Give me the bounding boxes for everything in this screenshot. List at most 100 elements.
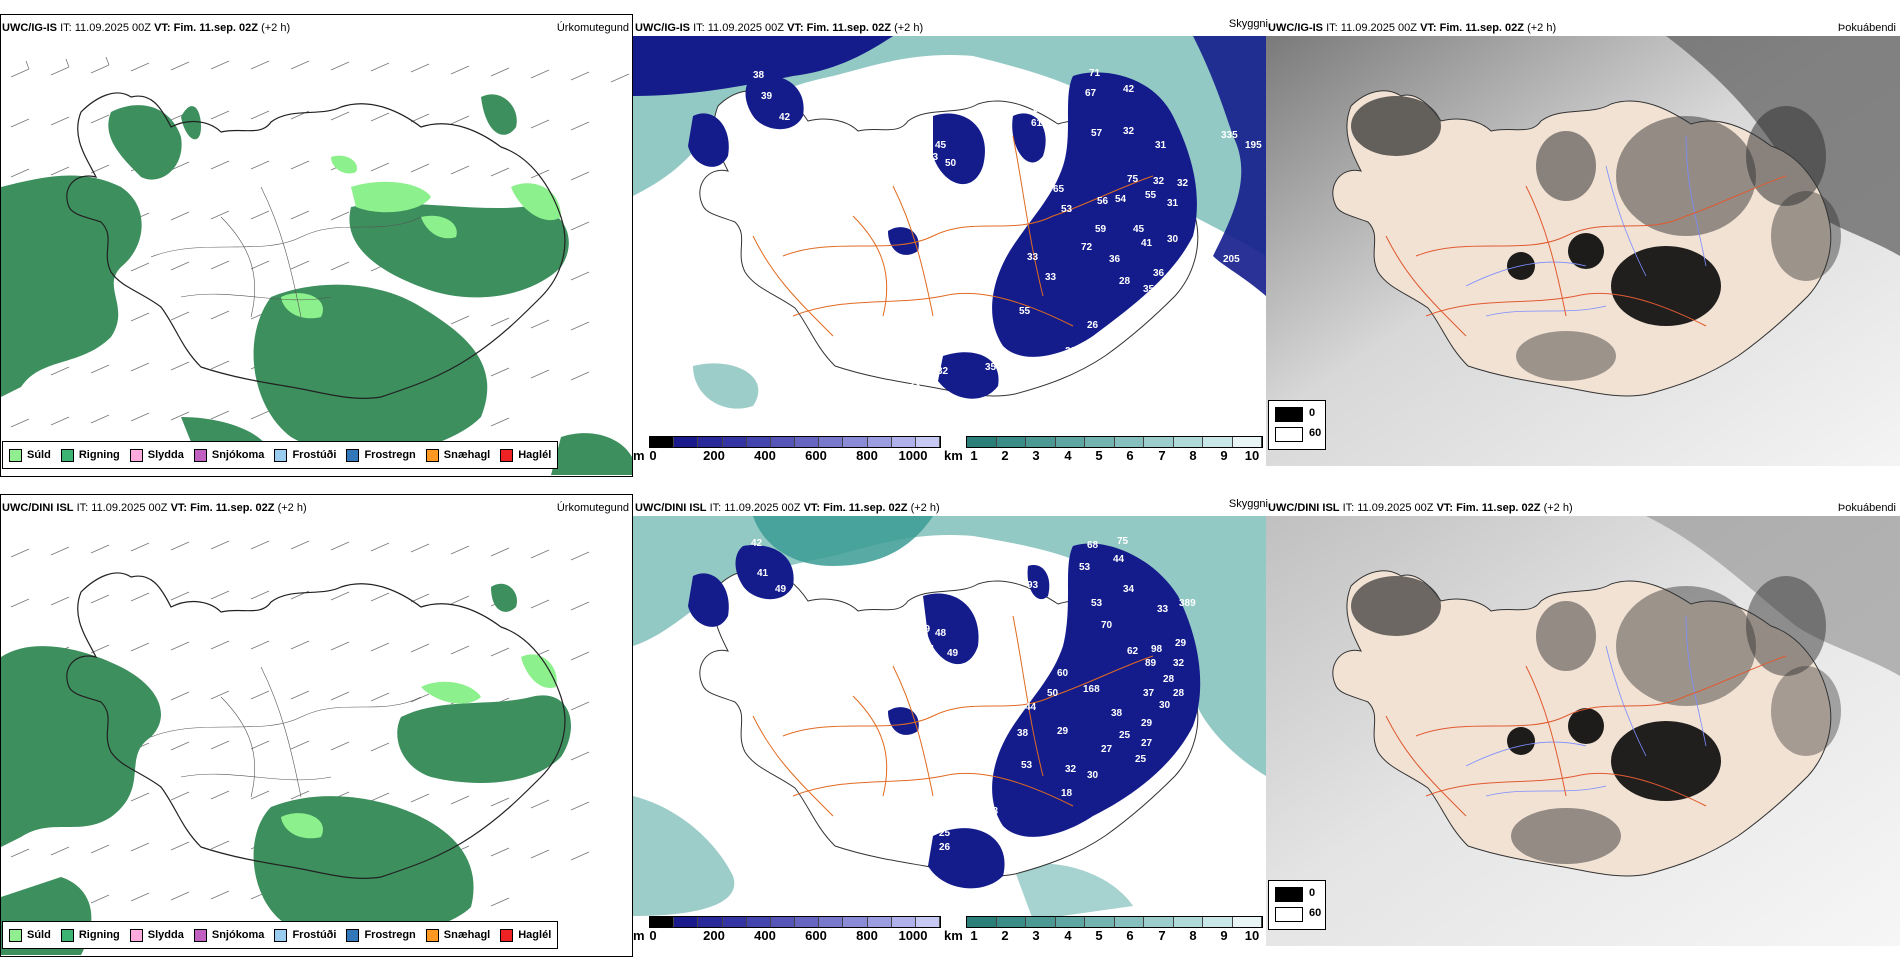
legend-swatch (500, 928, 514, 942)
lead-time: (+2 h) (261, 22, 291, 34)
peak-label: 389 (1179, 598, 1196, 609)
init-label: IT: (1342, 502, 1355, 514)
legend-swatch (129, 448, 143, 462)
peak-label: 67 (1085, 88, 1097, 99)
precip-map[interactable] (1, 37, 632, 475)
fog-shading (1351, 96, 1841, 381)
peak-label: 89 (1145, 658, 1157, 669)
height-tick: 400 (754, 448, 776, 463)
visibility-tick: 2 (1001, 928, 1009, 943)
height-tick: 0 (649, 928, 657, 943)
height-tick: 1000 (898, 448, 928, 463)
peak-label: 58 (1005, 198, 1017, 209)
iceland-outline (66, 92, 566, 399)
peak-label: 32 (1153, 176, 1165, 187)
peak-label: 49 (919, 624, 931, 635)
lead-time: (+2 h) (1543, 502, 1573, 514)
peak-label: 72 (1081, 242, 1093, 253)
valid-label: VT: (803, 502, 821, 514)
valid-label: VT: (170, 502, 188, 514)
valid-time: Fim. 11.sep. 02Z (823, 502, 908, 514)
peak-label: 29 (1057, 726, 1069, 737)
height-colorbar-strip (649, 916, 941, 928)
legend-label: Rigning (78, 929, 120, 941)
peak-label: 39 (761, 91, 773, 102)
fog-shading (1351, 576, 1841, 864)
height-tick: 600 (805, 928, 827, 943)
peak-label: 53 (1091, 598, 1103, 609)
peak-label: 32 (1177, 178, 1189, 189)
legend-label: Snæhagl (443, 449, 491, 461)
legend-label: Súld (27, 929, 51, 941)
valid-time: Fim. 11.sep. 02Z (1456, 502, 1541, 514)
peak-label: 54 (1115, 194, 1127, 205)
peak-label: 35 (1161, 286, 1173, 297)
peak-label: 20 (1065, 346, 1077, 357)
fog-panel-header: UWC/DINI ISL IT: 11.09.2025 00Z VT: Fim.… (1268, 502, 1573, 514)
visibility-tick: 9 (1220, 448, 1228, 463)
model-name: UWC/IG-IS (635, 22, 690, 34)
precip-map[interactable] (1, 517, 632, 955)
visibility-unit: km (944, 448, 963, 463)
peak-label: 42 (1123, 84, 1135, 95)
init-time: 11.09.2025 00Z (1340, 22, 1417, 34)
lead-time: (+2 h) (1527, 22, 1557, 34)
fog-legend-label: 60 (1309, 427, 1322, 439)
visibility-tick: 6 (1126, 928, 1134, 943)
precip-legend: Súld Rigning Slydda Snjókoma Frostúði Fr… (2, 441, 559, 469)
height-unit: m (633, 928, 645, 943)
legend-swatch (274, 928, 288, 942)
peak-label: 49 (939, 178, 951, 189)
peak-label: 38 (1017, 728, 1029, 739)
init-label: IT: (60, 22, 72, 34)
peak-label: 55 (1145, 190, 1157, 201)
legend-item-hail: Haglél (500, 928, 551, 942)
road-lines (150, 186, 422, 318)
road-network (1385, 655, 1787, 817)
legend-label: Slydda (147, 929, 184, 941)
height-tick: 0 (649, 448, 657, 463)
valid-label: VT: (1436, 502, 1454, 514)
height-tick: 800 (856, 448, 878, 463)
peak-label: 30 (1159, 700, 1171, 711)
visibility-tick: 8 (1189, 448, 1197, 463)
legend-item-freezing-rain: Frostregn (346, 928, 416, 942)
peak-label: 31 (1167, 198, 1179, 209)
peak-label: 195 (1245, 140, 1262, 151)
legend-swatch (129, 928, 143, 942)
fog-legend: 0 60 (1268, 880, 1326, 930)
peak-label: 93 (1027, 580, 1039, 591)
visibility-map[interactable]: 42 41 49 73 49 48 54 49 93 68 75 44 53 3… (633, 516, 1266, 920)
fog-map[interactable] (1266, 516, 1900, 946)
peak-label: 45 (1133, 224, 1145, 235)
visibility-tick: 7 (1158, 448, 1166, 463)
peak-label: 98 (1151, 644, 1163, 655)
visibility-map[interactable]: 38 39 42 61 60 45 43 50 49 50 58 68 61 7… (633, 36, 1266, 440)
legend-label: Snjókoma (211, 449, 265, 461)
legend-item-freezing-drizzle: Frostúði (274, 928, 336, 942)
peak-label: 42 (751, 538, 763, 549)
visibility-tick: 8 (1189, 928, 1197, 943)
peak-label: 117 (889, 254, 906, 265)
legend-item-freezing-drizzle: Frostúði (274, 448, 336, 462)
fog-legend-label: 60 (1309, 907, 1322, 919)
low-cloud-areas (688, 543, 1201, 889)
lead-time: (+2 h) (910, 502, 940, 514)
peak-label: 41 (1141, 238, 1153, 249)
visibility-tick: 9 (1220, 928, 1228, 943)
legend-item-drizzle: Súld (9, 448, 51, 462)
init-time: 11.09.2025 00Z (724, 502, 801, 514)
legend-label: Haglél (518, 449, 552, 461)
valid-time: Fim. 11.sep. 02Z (190, 502, 275, 514)
fog-index-panel: UWC/DINI ISL IT: 11.09.2025 00Z VT: Fim.… (1266, 494, 1900, 959)
peak-label: 71 (1089, 68, 1101, 79)
fog-legend-label: 0 (1309, 407, 1316, 419)
fog-map[interactable] (1266, 36, 1900, 466)
peak-label: 335 (1221, 130, 1238, 141)
model-row-igis: UWC/IG-IS IT: 11.09.2025 00Z VT: Fim. 11… (0, 14, 1900, 479)
init-time: 11.09.2025 00Z (91, 502, 168, 514)
fog-panel-title: Þokuábendi (1837, 22, 1896, 34)
height-colorbar-strip (649, 436, 941, 448)
peak-label: 75 (1127, 174, 1139, 185)
fog-legend-swatch-light (1275, 427, 1303, 442)
